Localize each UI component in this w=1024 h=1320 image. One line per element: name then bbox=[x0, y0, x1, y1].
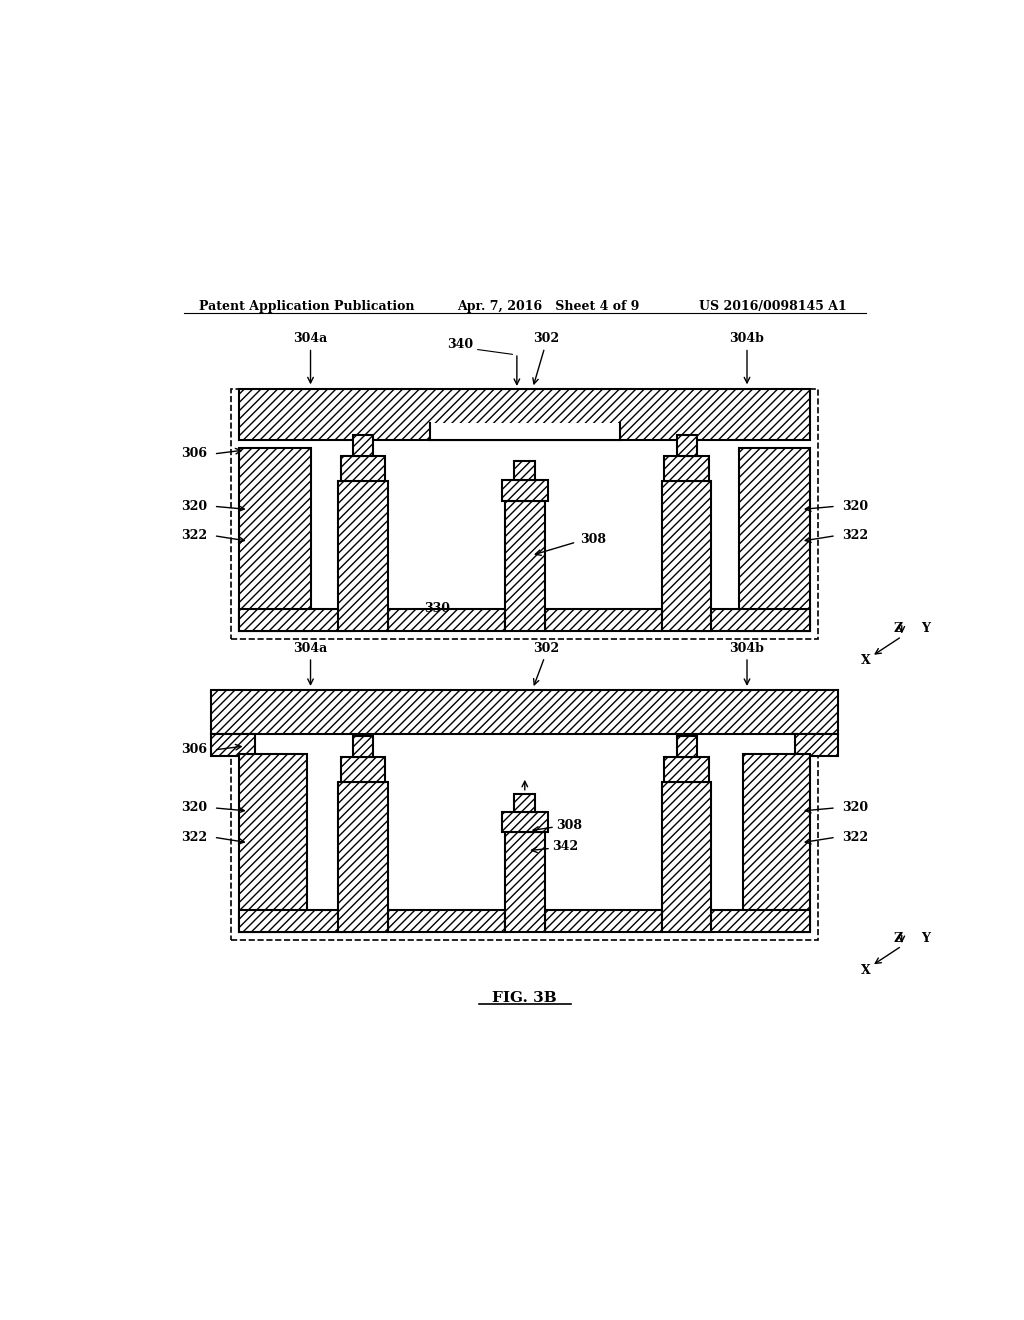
Bar bbox=[502, 812, 548, 833]
Bar bbox=[697, 911, 811, 932]
Bar bbox=[663, 480, 712, 631]
Text: FIG. 3A: FIG. 3A bbox=[493, 692, 557, 705]
Bar bbox=[338, 783, 387, 932]
Text: 306: 306 bbox=[181, 447, 207, 461]
Bar bbox=[430, 422, 621, 441]
Text: Z: Z bbox=[894, 623, 903, 635]
Bar bbox=[231, 690, 818, 940]
Text: 304a: 304a bbox=[294, 333, 328, 346]
Text: 320: 320 bbox=[181, 801, 207, 814]
Text: US 2016/0098145 A1: US 2016/0098145 A1 bbox=[699, 300, 847, 313]
Text: Y: Y bbox=[922, 623, 931, 635]
Bar bbox=[505, 833, 545, 932]
Text: 302: 302 bbox=[532, 642, 559, 655]
Bar bbox=[240, 754, 306, 932]
Bar bbox=[545, 609, 663, 631]
Text: 330: 330 bbox=[425, 602, 451, 615]
Text: Apr. 7, 2016   Sheet 4 of 9: Apr. 7, 2016 Sheet 4 of 9 bbox=[458, 300, 640, 313]
Text: 322: 322 bbox=[181, 830, 207, 843]
Text: Z: Z bbox=[894, 932, 903, 945]
Bar bbox=[743, 754, 811, 932]
Text: 304b: 304b bbox=[729, 333, 765, 346]
Bar bbox=[663, 783, 712, 932]
Bar bbox=[353, 737, 373, 758]
Text: X: X bbox=[860, 964, 870, 977]
Text: 308: 308 bbox=[557, 818, 583, 832]
Bar bbox=[387, 911, 505, 932]
Bar bbox=[665, 758, 709, 783]
Bar bbox=[514, 795, 536, 812]
Text: 302: 302 bbox=[532, 333, 559, 346]
Bar bbox=[240, 449, 310, 631]
Text: 306: 306 bbox=[181, 743, 207, 756]
Text: 320: 320 bbox=[842, 500, 868, 512]
Bar bbox=[545, 911, 663, 932]
Bar bbox=[231, 389, 818, 639]
Text: 308: 308 bbox=[581, 533, 606, 546]
Bar bbox=[665, 455, 709, 480]
Bar bbox=[211, 734, 255, 756]
Bar bbox=[341, 455, 385, 480]
Bar bbox=[387, 609, 505, 631]
Bar bbox=[341, 758, 385, 783]
Text: X: X bbox=[860, 655, 870, 667]
Bar bbox=[697, 609, 811, 631]
Bar bbox=[240, 389, 811, 441]
Text: 320: 320 bbox=[181, 500, 207, 512]
Text: Y: Y bbox=[922, 932, 931, 945]
Bar bbox=[505, 500, 545, 631]
Text: FIG. 3B: FIG. 3B bbox=[493, 990, 557, 1005]
Bar bbox=[502, 480, 548, 500]
Text: 320: 320 bbox=[842, 801, 868, 814]
Text: 304b: 304b bbox=[729, 642, 765, 655]
Text: 322: 322 bbox=[181, 529, 207, 543]
Bar bbox=[240, 911, 352, 932]
Bar bbox=[240, 609, 352, 631]
Bar bbox=[677, 737, 696, 758]
Bar bbox=[211, 690, 839, 734]
Text: 342: 342 bbox=[553, 841, 579, 853]
Text: Patent Application Publication: Patent Application Publication bbox=[200, 300, 415, 313]
Text: 322: 322 bbox=[842, 529, 868, 543]
Text: 304a: 304a bbox=[294, 642, 328, 655]
Bar bbox=[338, 480, 387, 631]
Text: 322: 322 bbox=[842, 830, 868, 843]
Bar bbox=[795, 734, 839, 756]
Bar bbox=[739, 449, 811, 631]
Bar bbox=[677, 434, 696, 455]
Bar bbox=[514, 461, 536, 480]
Text: 340: 340 bbox=[447, 338, 473, 351]
Bar bbox=[353, 434, 373, 455]
